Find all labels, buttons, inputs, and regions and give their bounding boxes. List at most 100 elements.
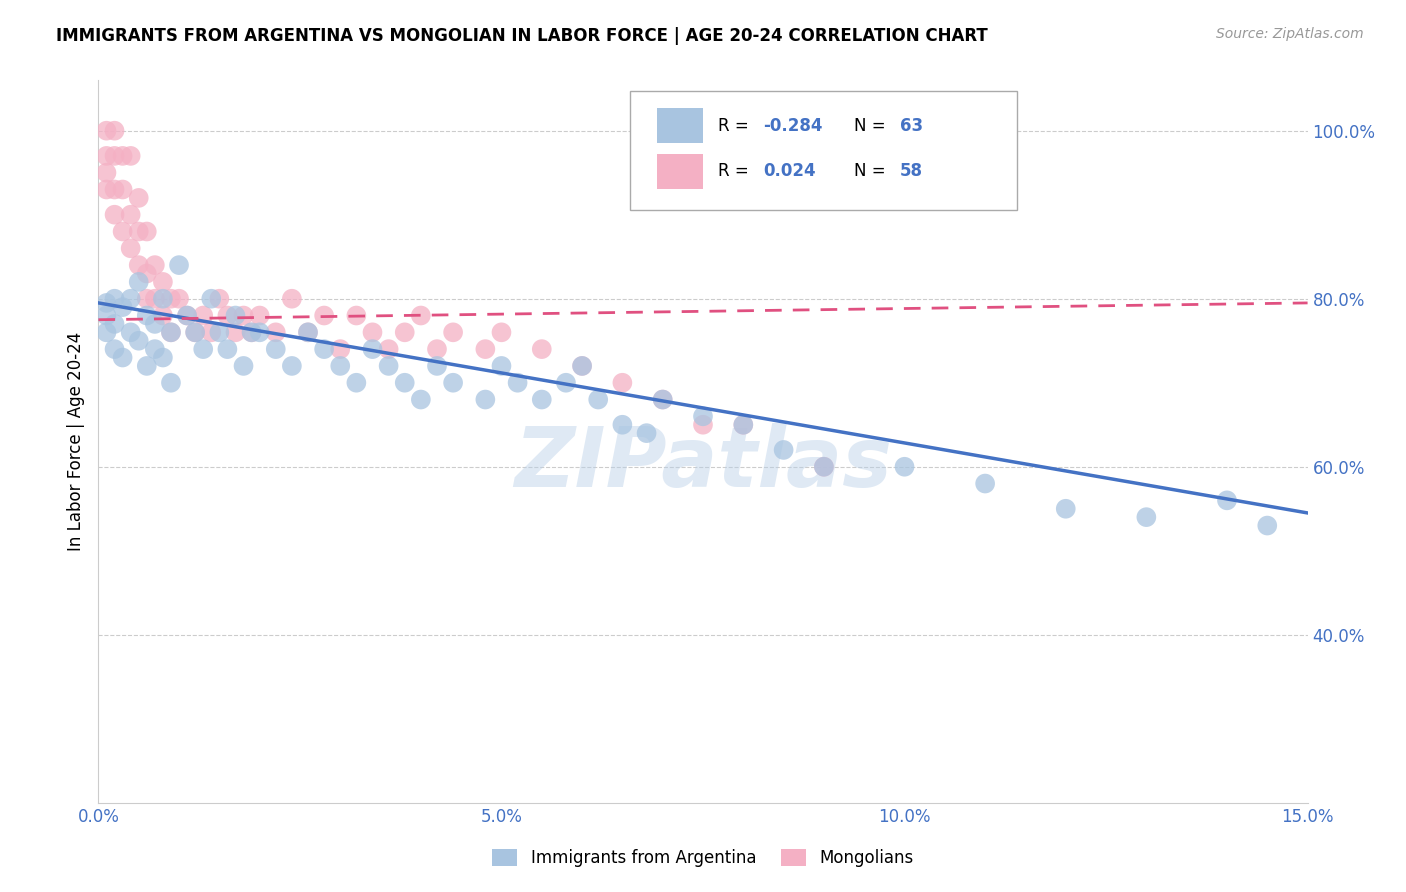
Point bbox=[152, 292, 174, 306]
Point bbox=[96, 296, 118, 310]
Point bbox=[240, 326, 263, 340]
Point bbox=[120, 149, 142, 163]
Point bbox=[208, 292, 231, 306]
Point bbox=[530, 342, 553, 356]
Point bbox=[128, 258, 150, 272]
Legend: Immigrants from Argentina, Mongolians: Immigrants from Argentina, Mongolians bbox=[492, 848, 914, 867]
Point bbox=[184, 326, 207, 340]
Point bbox=[264, 342, 287, 356]
Point bbox=[1054, 501, 1077, 516]
Point bbox=[152, 309, 174, 323]
Point bbox=[135, 292, 157, 306]
Point bbox=[176, 309, 198, 323]
Point bbox=[813, 459, 835, 474]
Text: Source: ZipAtlas.com: Source: ZipAtlas.com bbox=[1216, 27, 1364, 41]
Text: R =: R = bbox=[717, 162, 748, 180]
Point bbox=[167, 258, 190, 272]
Point bbox=[281, 292, 304, 306]
Point bbox=[232, 359, 254, 373]
Point bbox=[111, 182, 134, 196]
Point bbox=[636, 426, 658, 441]
Point bbox=[103, 124, 125, 138]
Y-axis label: In Labor Force | Age 20-24: In Labor Force | Age 20-24 bbox=[66, 332, 84, 551]
Point bbox=[143, 342, 166, 356]
Point bbox=[491, 326, 513, 340]
Point bbox=[426, 359, 449, 373]
Point bbox=[409, 309, 432, 323]
Point bbox=[249, 309, 271, 323]
Point bbox=[96, 149, 118, 163]
Point bbox=[394, 376, 416, 390]
Point bbox=[143, 317, 166, 331]
FancyBboxPatch shape bbox=[657, 109, 703, 143]
Point bbox=[506, 376, 529, 390]
Point bbox=[651, 392, 673, 407]
Point bbox=[152, 351, 174, 365]
Point bbox=[571, 359, 593, 373]
Point bbox=[111, 351, 134, 365]
Point bbox=[111, 300, 134, 314]
Point bbox=[200, 326, 222, 340]
Point bbox=[193, 342, 215, 356]
Point bbox=[249, 326, 271, 340]
Point bbox=[120, 208, 142, 222]
Text: N =: N = bbox=[855, 117, 886, 135]
Point bbox=[96, 182, 118, 196]
Point bbox=[474, 342, 496, 356]
Point bbox=[96, 309, 118, 323]
Point bbox=[240, 326, 263, 340]
Point bbox=[176, 309, 198, 323]
Point bbox=[314, 309, 336, 323]
Point bbox=[232, 309, 254, 323]
Point bbox=[103, 342, 125, 356]
Point bbox=[314, 342, 336, 356]
FancyBboxPatch shape bbox=[630, 91, 1018, 211]
Point bbox=[128, 275, 150, 289]
Point bbox=[96, 124, 118, 138]
Point bbox=[612, 417, 634, 432]
Point bbox=[128, 191, 150, 205]
Point bbox=[297, 326, 319, 340]
Point bbox=[264, 326, 287, 340]
Point bbox=[160, 326, 183, 340]
Point bbox=[491, 359, 513, 373]
Point bbox=[394, 326, 416, 340]
Point bbox=[103, 208, 125, 222]
Point bbox=[103, 182, 125, 196]
Point bbox=[160, 292, 183, 306]
Text: 63: 63 bbox=[900, 117, 924, 135]
Point bbox=[193, 309, 215, 323]
Point bbox=[217, 342, 239, 356]
Point bbox=[586, 392, 609, 407]
Point bbox=[1216, 493, 1239, 508]
Text: 0.024: 0.024 bbox=[763, 162, 815, 180]
Point bbox=[96, 326, 118, 340]
Point bbox=[344, 309, 367, 323]
Point bbox=[426, 342, 449, 356]
Point bbox=[224, 326, 246, 340]
Point bbox=[377, 342, 399, 356]
Point bbox=[128, 225, 150, 239]
Point bbox=[692, 417, 714, 432]
Point bbox=[120, 292, 142, 306]
Text: IMMIGRANTS FROM ARGENTINA VS MONGOLIAN IN LABOR FORCE | AGE 20-24 CORRELATION CH: IMMIGRANTS FROM ARGENTINA VS MONGOLIAN I… bbox=[56, 27, 988, 45]
Point bbox=[184, 326, 207, 340]
Point bbox=[772, 442, 794, 457]
Point bbox=[692, 409, 714, 424]
Point bbox=[135, 225, 157, 239]
Point bbox=[297, 326, 319, 340]
Point bbox=[1256, 518, 1278, 533]
Point bbox=[103, 317, 125, 331]
Point bbox=[135, 267, 157, 281]
Point bbox=[377, 359, 399, 373]
Point bbox=[813, 459, 835, 474]
Point bbox=[281, 359, 304, 373]
Point bbox=[103, 149, 125, 163]
Point bbox=[1135, 510, 1157, 524]
Point bbox=[128, 334, 150, 348]
Point bbox=[441, 326, 464, 340]
FancyBboxPatch shape bbox=[657, 154, 703, 189]
Point bbox=[143, 292, 166, 306]
Point bbox=[160, 376, 183, 390]
Point bbox=[571, 359, 593, 373]
